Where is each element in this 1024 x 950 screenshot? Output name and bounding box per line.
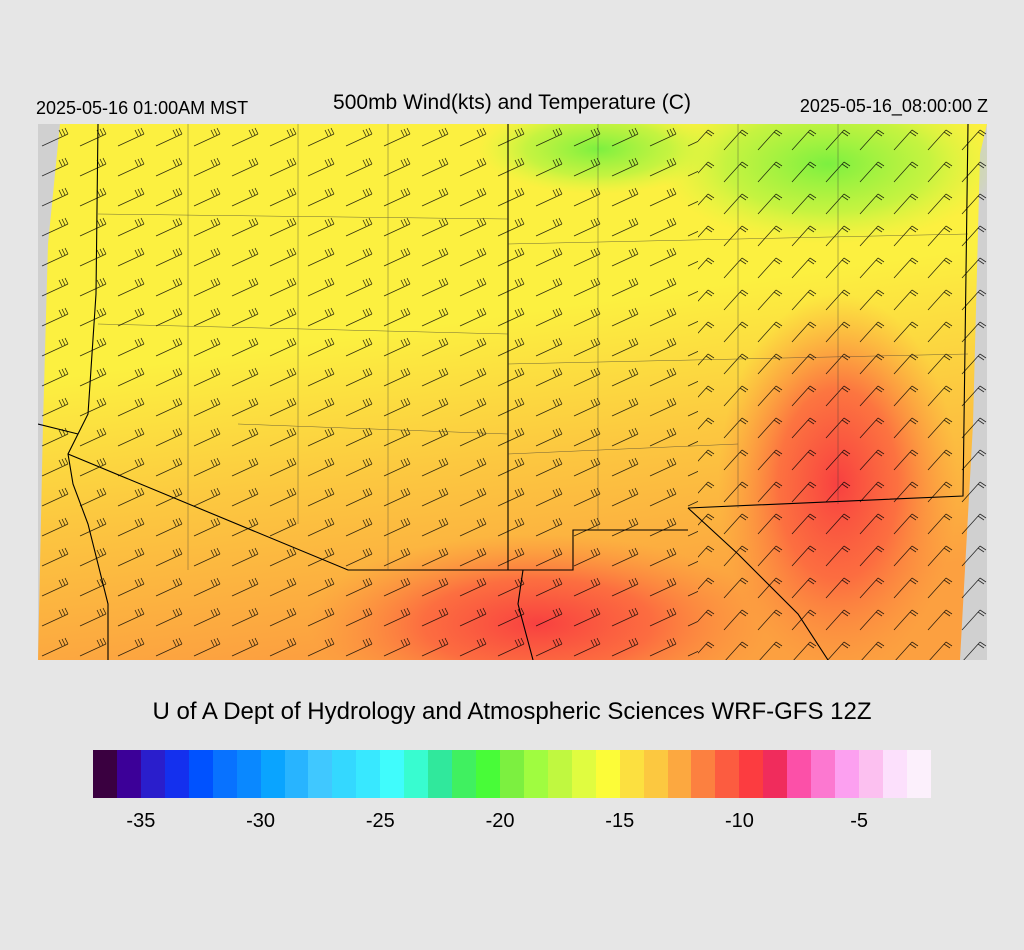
- colorbar-swatch: [811, 750, 836, 798]
- colorbar-swatch: [499, 750, 524, 798]
- colorbar-swatch: [356, 750, 381, 798]
- valid-time-local: 2025-05-16 01:00AM MST: [36, 98, 249, 118]
- colorbar-swatch: [404, 750, 429, 798]
- colorbar-swatch: [787, 750, 812, 798]
- colorbar-swatch: [571, 750, 596, 798]
- colorbar-swatch: [691, 750, 716, 798]
- colorbar-swatch: [859, 750, 883, 798]
- colorbar-swatch: [428, 750, 453, 798]
- credit-line: U of A Dept of Hydrology and Atmospheric…: [152, 698, 872, 725]
- colorbar-swatch: [835, 750, 859, 798]
- colorbar-swatch: [332, 750, 357, 798]
- colorbar-tick-label: -30: [246, 810, 276, 832]
- colorbar-tick-label: -10: [725, 810, 754, 832]
- colorbar-swatch: [547, 750, 572, 798]
- colorbar-swatch: [236, 750, 261, 798]
- colorbar-tick-label: -5: [850, 810, 869, 832]
- colorbar-swatch: [906, 750, 931, 798]
- colorbar-ticks: -35 -30 -25 -20 -15 -10 -5: [93, 810, 931, 840]
- temperature-colorbar: [93, 750, 931, 798]
- colorbar-swatch: [188, 750, 213, 798]
- colorbar-swatch: [715, 750, 740, 798]
- colorbar-swatch: [116, 750, 141, 798]
- colorbar-swatch: [763, 750, 788, 798]
- colorbar-swatch: [595, 750, 620, 798]
- colorbar-swatch: [308, 750, 333, 798]
- colorbar-swatch: [667, 750, 692, 798]
- map-title: 500mb Wind(kts) and Temperature (C): [333, 91, 691, 114]
- temperature-wind-map: [38, 124, 987, 660]
- colorbar-swatch: [93, 750, 117, 798]
- colorbar-swatch: [164, 750, 189, 798]
- colorbar-swatch: [739, 750, 764, 798]
- colorbar-swatch: [643, 750, 668, 798]
- colorbar-swatch: [476, 750, 500, 798]
- colorbar-swatch: [523, 750, 548, 798]
- colorbar-swatch: [882, 750, 907, 798]
- colorbar-tick-label: -20: [485, 810, 515, 832]
- colorbar-swatch: [212, 750, 237, 798]
- colorbar-tick-label: -25: [365, 810, 395, 832]
- colorbar-swatch: [619, 750, 644, 798]
- valid-time-utc: 2025-05-16_08:00:00 Z: [799, 96, 988, 116]
- colorbar-swatch: [380, 750, 405, 798]
- colorbar-swatch: [140, 750, 165, 798]
- colorbar-swatch: [452, 750, 476, 798]
- colorbar-swatch: [284, 750, 309, 798]
- colorbar-swatch: [260, 750, 285, 798]
- colorbar-tick-label: -15: [605, 810, 635, 832]
- colorbar-tick-label: -35: [126, 810, 156, 832]
